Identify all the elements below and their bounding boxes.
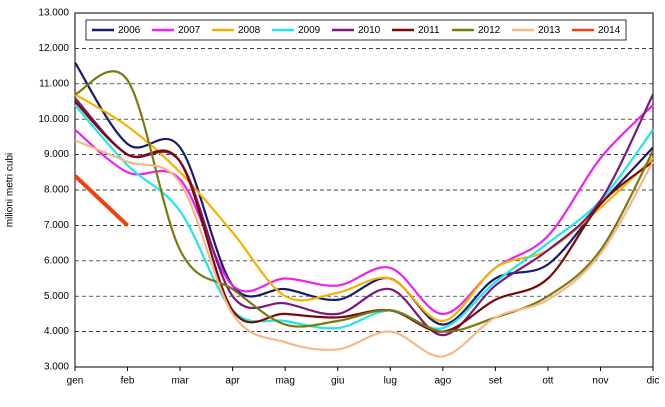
legend-label: 2013 (538, 25, 561, 36)
y-tick-label: 13.000 (38, 8, 69, 19)
x-tick-label: apr (225, 376, 240, 387)
y-axis-title: milioni metri cubi (5, 153, 16, 227)
x-tick-label: ott (542, 376, 553, 387)
x-tick-label: ago (434, 376, 451, 387)
x-tick-label: dic (647, 376, 660, 387)
x-tick-label: lug (384, 376, 397, 387)
series-line (74, 70, 654, 333)
plot-border (74, 12, 654, 368)
legend-label: 2008 (238, 25, 261, 36)
y-tick-label: 3.000 (44, 362, 69, 373)
series-line (74, 100, 654, 333)
x-tick-label: nov (592, 376, 608, 387)
x-tick-label: set (489, 376, 503, 387)
series-line (74, 104, 654, 316)
legend-label: 2007 (178, 25, 201, 36)
y-tick-label: 8.000 (44, 185, 69, 196)
legend-label: 2011 (418, 25, 440, 36)
legend-label: 2014 (598, 25, 621, 36)
y-tick-label: 4.000 (44, 326, 69, 337)
x-tick-label: mag (275, 376, 294, 387)
y-tick-label: 11.000 (39, 78, 69, 89)
legend-label: 2012 (478, 25, 501, 36)
series-line (74, 93, 654, 337)
series-line (74, 61, 654, 326)
y-tick-label: 12.000 (38, 43, 69, 54)
series-line (74, 104, 654, 330)
series-line (73, 174, 129, 227)
legend-label: 2010 (358, 25, 381, 36)
x-tick-label: gen (67, 376, 84, 387)
y-tick-label: 5.000 (44, 291, 69, 302)
legend-box (85, 19, 627, 41)
legend-label: 2006 (118, 25, 141, 36)
y-tick-label: 6.000 (44, 255, 69, 266)
legend-label: 2009 (298, 25, 321, 36)
series-line (74, 139, 654, 358)
x-tick-label: feb (121, 376, 135, 387)
x-tick-label: giu (331, 376, 344, 387)
y-tick-label: 9.000 (44, 149, 69, 160)
y-tick-label: 7.000 (44, 220, 69, 231)
y-tick-label: 10.000 (38, 114, 69, 125)
x-tick-label: mar (171, 376, 189, 387)
